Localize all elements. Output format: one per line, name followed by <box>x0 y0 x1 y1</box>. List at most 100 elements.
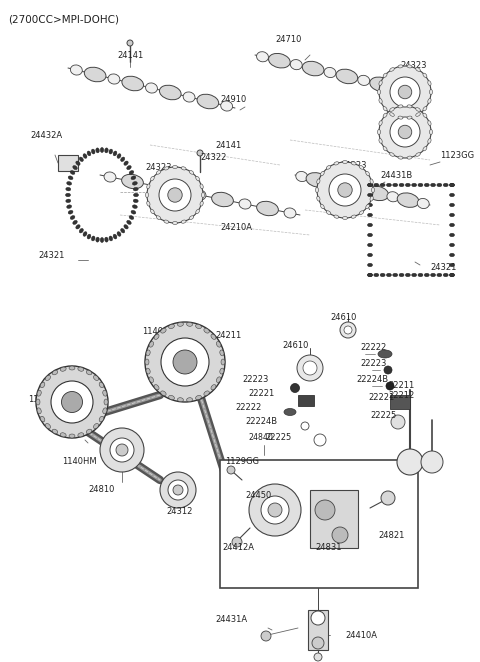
Text: 24610: 24610 <box>330 314 356 322</box>
Ellipse shape <box>100 148 104 152</box>
Bar <box>58 155 78 171</box>
Circle shape <box>297 355 323 381</box>
Text: 22212: 22212 <box>388 391 414 401</box>
Ellipse shape <box>127 220 131 224</box>
Circle shape <box>232 537 242 547</box>
Ellipse shape <box>187 398 192 402</box>
Text: 1140HU: 1140HU <box>28 395 61 404</box>
Ellipse shape <box>284 208 296 218</box>
Ellipse shape <box>368 193 372 197</box>
Text: 24710: 24710 <box>275 36 301 44</box>
Ellipse shape <box>189 170 193 174</box>
Ellipse shape <box>306 173 328 187</box>
Ellipse shape <box>418 183 423 187</box>
Ellipse shape <box>336 69 358 83</box>
Circle shape <box>384 366 392 374</box>
Text: 22224B: 22224B <box>245 418 277 426</box>
Text: 24610: 24610 <box>282 340 308 350</box>
Ellipse shape <box>393 273 398 277</box>
Ellipse shape <box>358 75 370 85</box>
Ellipse shape <box>368 183 372 187</box>
Ellipse shape <box>343 216 348 220</box>
Ellipse shape <box>405 273 410 277</box>
Circle shape <box>314 653 322 661</box>
Ellipse shape <box>423 73 427 77</box>
Ellipse shape <box>100 238 104 242</box>
Ellipse shape <box>129 216 134 220</box>
Ellipse shape <box>200 201 203 206</box>
Ellipse shape <box>149 377 154 383</box>
Circle shape <box>36 366 108 438</box>
Ellipse shape <box>367 186 388 201</box>
Circle shape <box>168 480 188 500</box>
Ellipse shape <box>398 105 403 108</box>
Ellipse shape <box>196 209 200 214</box>
Circle shape <box>315 500 335 520</box>
Ellipse shape <box>437 183 442 187</box>
Ellipse shape <box>449 193 455 197</box>
Ellipse shape <box>317 179 320 184</box>
Ellipse shape <box>83 154 87 158</box>
Ellipse shape <box>257 201 278 216</box>
Ellipse shape <box>154 334 159 340</box>
Circle shape <box>379 106 431 158</box>
Ellipse shape <box>73 166 77 169</box>
Circle shape <box>168 188 182 202</box>
Ellipse shape <box>449 203 455 207</box>
Ellipse shape <box>109 149 113 154</box>
Ellipse shape <box>211 334 216 340</box>
Ellipse shape <box>378 350 392 358</box>
Ellipse shape <box>443 273 448 277</box>
Text: 24322: 24322 <box>200 154 227 162</box>
Circle shape <box>379 66 431 118</box>
Ellipse shape <box>202 193 204 197</box>
Ellipse shape <box>370 77 392 91</box>
Ellipse shape <box>336 179 358 194</box>
Ellipse shape <box>133 199 138 203</box>
Ellipse shape <box>109 236 113 241</box>
Text: 24211: 24211 <box>62 428 88 436</box>
Ellipse shape <box>405 183 410 187</box>
Text: 24211: 24211 <box>215 330 241 340</box>
Ellipse shape <box>326 211 331 214</box>
Ellipse shape <box>91 149 95 154</box>
Ellipse shape <box>449 263 455 267</box>
Ellipse shape <box>449 183 455 187</box>
Ellipse shape <box>284 408 296 416</box>
Ellipse shape <box>149 342 154 347</box>
Ellipse shape <box>212 192 233 207</box>
Ellipse shape <box>78 367 84 371</box>
Ellipse shape <box>390 68 394 71</box>
Text: 24412A: 24412A <box>222 544 254 553</box>
Ellipse shape <box>52 429 58 434</box>
Ellipse shape <box>103 391 107 396</box>
Text: 22223: 22223 <box>360 359 386 367</box>
Ellipse shape <box>131 211 136 214</box>
Ellipse shape <box>368 233 372 237</box>
Ellipse shape <box>172 222 178 224</box>
Ellipse shape <box>149 181 161 191</box>
Ellipse shape <box>121 174 144 189</box>
Ellipse shape <box>431 183 435 187</box>
Text: 24810: 24810 <box>88 485 114 495</box>
Ellipse shape <box>145 193 148 197</box>
Text: 24110A: 24110A <box>338 203 370 213</box>
Bar <box>310 490 358 548</box>
Ellipse shape <box>428 138 431 143</box>
Ellipse shape <box>449 243 455 247</box>
Ellipse shape <box>204 391 209 396</box>
Ellipse shape <box>390 113 394 117</box>
Ellipse shape <box>159 85 181 100</box>
Ellipse shape <box>161 391 166 396</box>
Ellipse shape <box>326 166 331 169</box>
Circle shape <box>332 527 348 543</box>
Ellipse shape <box>46 424 50 428</box>
Ellipse shape <box>239 199 251 209</box>
Text: 22224B: 22224B <box>356 375 388 383</box>
Text: 22222: 22222 <box>235 402 261 412</box>
Ellipse shape <box>181 167 186 170</box>
Ellipse shape <box>178 398 183 402</box>
Ellipse shape <box>290 60 302 70</box>
Ellipse shape <box>156 216 161 220</box>
Ellipse shape <box>370 179 373 184</box>
